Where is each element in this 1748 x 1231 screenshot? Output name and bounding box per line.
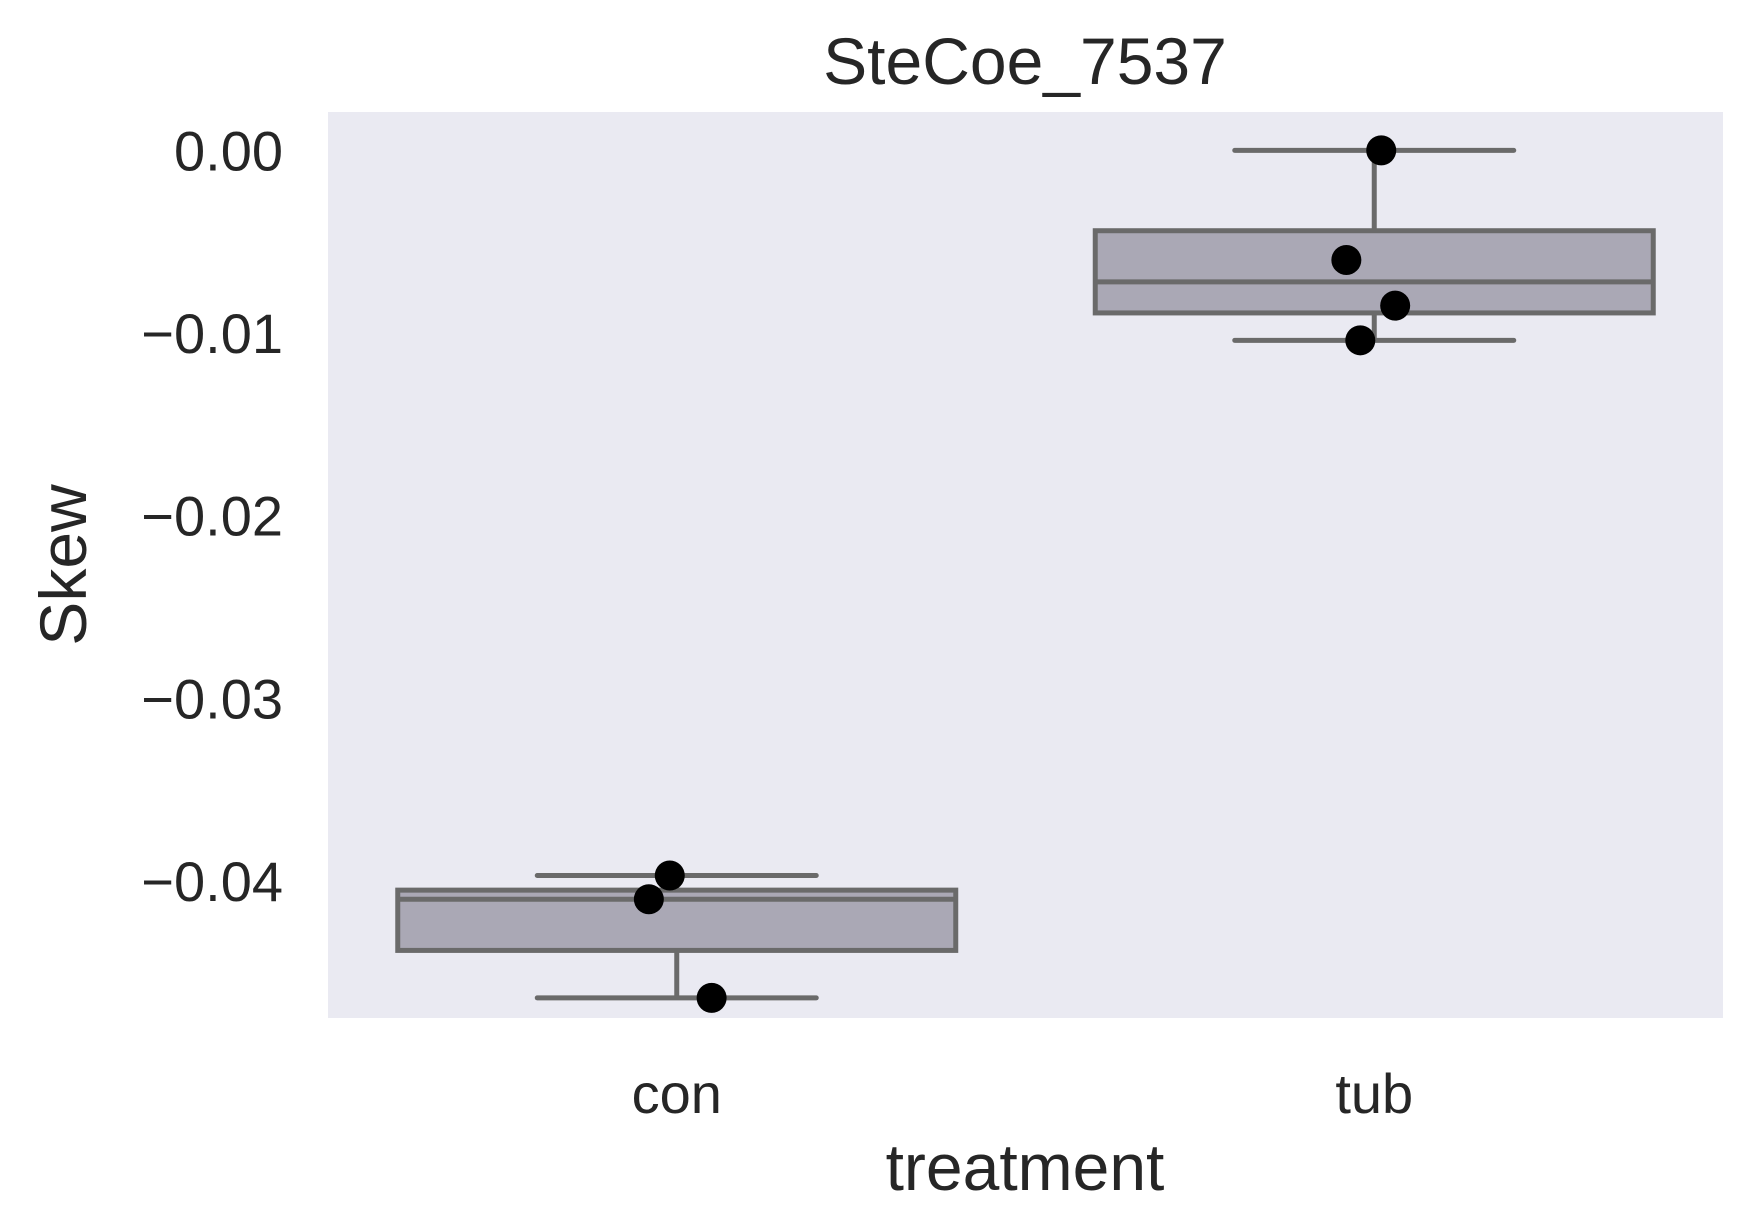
data-point-con-1	[654, 860, 685, 891]
data-point-con-2	[633, 884, 664, 915]
y-tick-labels: 0.00 −0.01 −0.02 −0.03 −0.04	[141, 119, 283, 913]
y-tick-label: −0.03	[141, 667, 283, 730]
data-point-con-3	[696, 982, 727, 1013]
boxes-layer	[395, 147, 1656, 1001]
y-tick-label: −0.01	[141, 302, 283, 365]
box-group-tub	[1092, 147, 1656, 343]
points-layer	[633, 135, 1411, 1013]
y-tick-label: −0.04	[141, 850, 283, 913]
data-point-tub-3	[1380, 290, 1411, 321]
x-tick-label-tub: tub	[1335, 1062, 1413, 1125]
data-point-tub-4	[1345, 325, 1376, 356]
iqr-box	[1092, 228, 1656, 316]
x-tick-labels: con tub	[632, 1062, 1414, 1125]
x-tick-label-con: con	[632, 1062, 722, 1125]
data-point-tub-2	[1331, 244, 1362, 275]
data-point-tub-1	[1366, 135, 1397, 166]
y-axis-label: Skew	[26, 484, 100, 646]
y-tick-label: 0.00	[174, 119, 283, 182]
chart-title: SteCoe_7537	[823, 24, 1227, 98]
y-tick-label: −0.02	[141, 485, 283, 548]
x-axis-label: treatment	[886, 1130, 1165, 1204]
